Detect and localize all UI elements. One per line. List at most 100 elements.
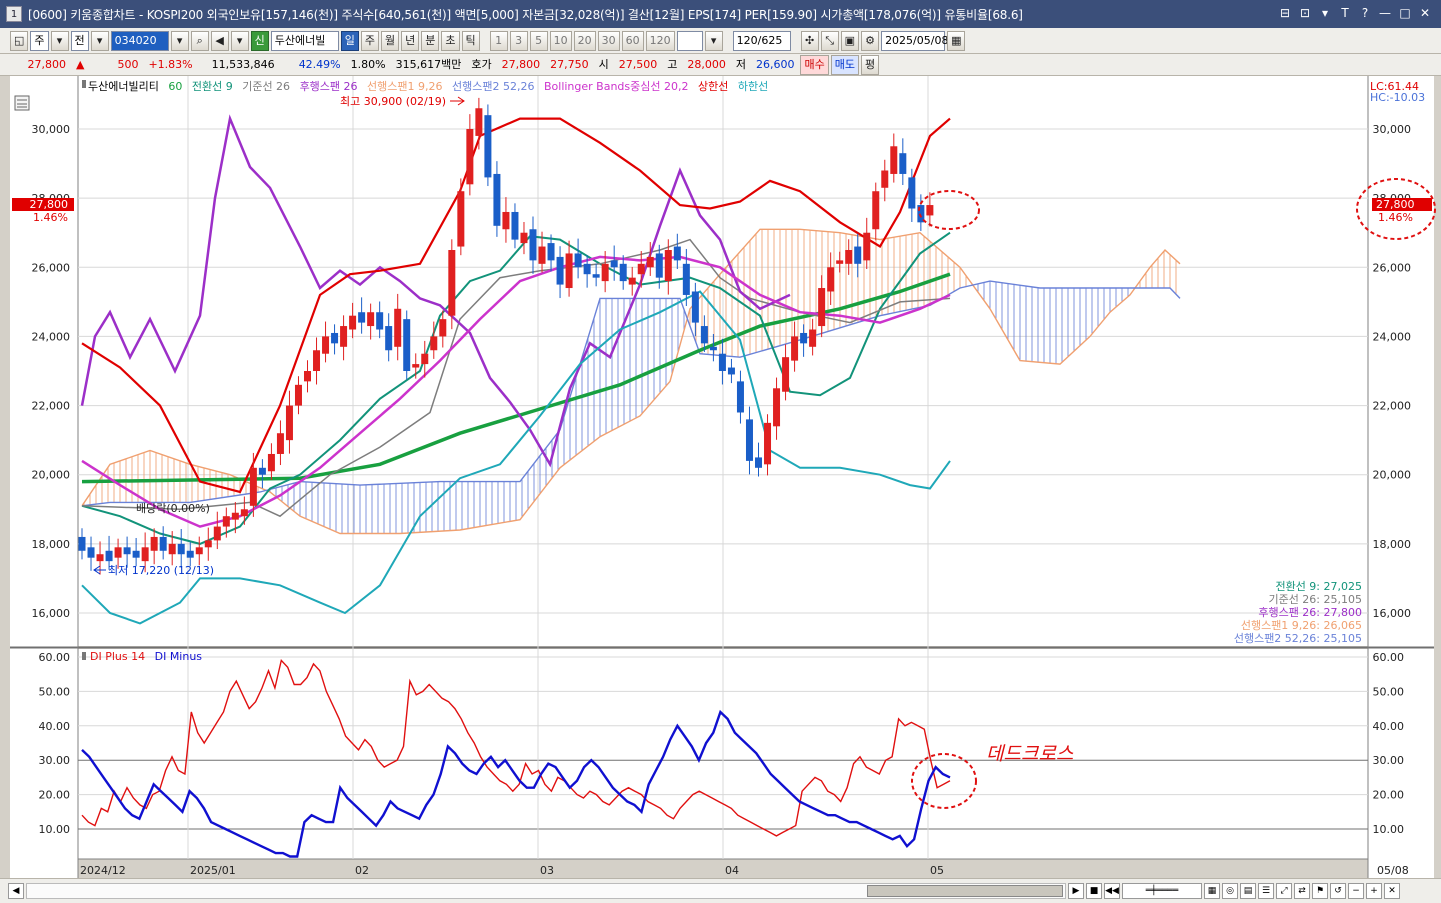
compare-select[interactable]: 전 <box>70 30 89 51</box>
quote-open: 27,500 <box>618 57 658 71</box>
dropdown-icon[interactable]: ▾ <box>1321 6 1329 20</box>
tile-icon[interactable]: ⊡ <box>1299 6 1311 20</box>
avg-button[interactable]: 평 <box>860 54 880 75</box>
close-chart-icon[interactable]: ✕ <box>1384 883 1400 899</box>
list-icon[interactable]: ☰ <box>1258 883 1274 899</box>
candle-up <box>412 364 420 368</box>
price-tick-left: 20,000 <box>32 469 71 482</box>
interval-120[interactable]: 120 <box>645 30 675 51</box>
grid-icon[interactable]: ▦ <box>1204 883 1220 899</box>
candle-down <box>610 260 618 268</box>
di-plus-line <box>81 658 951 837</box>
candle-up <box>141 547 149 562</box>
tab-period-second[interactable]: 초 <box>441 30 460 51</box>
compare-icon[interactable]: ⇄ <box>1294 883 1310 899</box>
buy-button[interactable]: 매수 <box>800 54 829 75</box>
trend-icon[interactable]: ⤢ <box>1276 883 1292 899</box>
chart-canvas[interactable]: 30,00028,00026,00024,00022,00020,00018,0… <box>0 76 1441 878</box>
text-icon[interactable]: T <box>1341 6 1349 20</box>
reset-icon[interactable]: ↺ <box>1330 883 1346 899</box>
stop-icon[interactable]: ■ <box>1086 883 1102 899</box>
tab-period-day[interactable]: 일 <box>340 30 359 51</box>
count-field[interactable]: 120/625 <box>732 30 791 51</box>
layout-icon[interactable]: ⊟ <box>1279 6 1291 20</box>
tab-period-week[interactable]: 주 <box>360 30 380 51</box>
di-tick-right: 20.00 <box>1373 789 1405 802</box>
candle-up <box>195 547 203 555</box>
close-icon[interactable]: ✕ <box>1419 6 1431 20</box>
candle-down <box>908 177 916 209</box>
panel-settings-icon[interactable] <box>14 95 30 111</box>
tab-period-month[interactable]: 월 <box>381 30 400 51</box>
save-icon[interactable]: ▣ <box>840 30 860 51</box>
period-select[interactable]: 주 <box>30 30 49 51</box>
interval-10[interactable]: 10 <box>549 30 572 51</box>
interval-custom-input[interactable] <box>676 30 703 51</box>
code-dropdown-icon[interactable]: ▾ <box>170 30 189 51</box>
ichimoku-cloud <box>83 229 1177 534</box>
candle-up <box>773 388 781 427</box>
candle-down <box>800 332 808 344</box>
candle-down <box>484 115 492 178</box>
zoom-out-icon[interactable]: − <box>1348 883 1364 899</box>
new-badge[interactable]: 신 <box>250 30 269 51</box>
dead-cross-highlight <box>911 753 977 809</box>
interval-1[interactable]: 1 <box>489 30 508 51</box>
interval-60[interactable]: 60 <box>621 30 644 51</box>
calendar-icon[interactable]: ▦ <box>947 30 966 51</box>
date-field[interactable]: 2025/05/08 <box>881 30 948 51</box>
crosshair-icon[interactable]: ✣ <box>800 30 819 51</box>
price-tick-right: 18,000 <box>1373 538 1412 551</box>
hc-readout: HC:-10.03 <box>1370 91 1425 104</box>
chart-type-icon[interactable]: ◱ <box>10 30 29 51</box>
quote-volume: 11,533,846 <box>211 57 275 71</box>
stock-code-input[interactable]: 034020 <box>110 30 169 51</box>
rewind-icon[interactable]: ◀◀ <box>1104 883 1120 899</box>
candle-down <box>385 326 393 351</box>
search-icon[interactable]: ⌕ <box>190 30 209 51</box>
speaker-dropdown-icon[interactable]: ▾ <box>230 30 249 51</box>
interval-30[interactable]: 30 <box>597 30 620 51</box>
zoom-slider[interactable]: ═╪════ <box>1122 883 1202 899</box>
candle-up <box>168 543 176 555</box>
zoom-in-icon[interactable]: + <box>1366 883 1382 899</box>
tab-period-minute[interactable]: 분 <box>421 30 440 51</box>
scrollbar-thumb[interactable] <box>867 885 1063 897</box>
scroll-left-icon[interactable]: ◀ <box>8 883 24 899</box>
price-tick-right: 16,000 <box>1373 607 1412 620</box>
interval-5[interactable]: 5 <box>529 30 548 51</box>
sell-button[interactable]: 매도 <box>830 54 859 75</box>
candle-up <box>96 554 104 562</box>
lc-readout: LC:61.44 <box>1370 80 1419 93</box>
candle-up <box>809 329 817 347</box>
interval-dropdown-icon[interactable]: ▾ <box>704 30 723 51</box>
candle-up <box>340 326 348 347</box>
table-icon[interactable]: ▤ <box>1240 883 1256 899</box>
target-icon[interactable]: ◎ <box>1222 883 1238 899</box>
maximize-icon[interactable]: □ <box>1399 6 1411 20</box>
play-icon[interactable]: ▶ <box>1068 883 1084 899</box>
price-tag-right-pct: 1.46% <box>1378 211 1413 224</box>
signal-icon[interactable]: ⚑ <box>1312 883 1328 899</box>
horizontal-scrollbar[interactable] <box>26 883 1066 899</box>
speaker-icon[interactable]: ◀ <box>210 30 229 51</box>
candle-up <box>475 108 483 136</box>
quote-low-label: 저 <box>735 57 746 71</box>
candle-down <box>493 173 501 226</box>
price-tick-left: 18,000 <box>32 538 71 551</box>
candle-up <box>114 547 122 558</box>
interval-20[interactable]: 20 <box>573 30 596 51</box>
tab-period-tick[interactable]: 틱 <box>461 30 480 51</box>
low-arrow-icon <box>93 565 106 575</box>
help-icon[interactable]: ? <box>1361 6 1369 20</box>
interval-3[interactable]: 3 <box>509 30 528 51</box>
minimize-icon[interactable]: — <box>1379 6 1391 20</box>
drawline-icon[interactable]: ⤡ <box>820 30 839 51</box>
price-tag-left-pct: 1.46% <box>33 211 68 224</box>
gear-icon[interactable]: ⚙ <box>861 30 880 51</box>
tab-period-year[interactable]: 년 <box>401 30 420 51</box>
compare-dropdown-icon[interactable]: ▾ <box>90 30 109 51</box>
candle-down <box>745 419 753 461</box>
candle-up <box>502 211 510 230</box>
period-dropdown-icon[interactable]: ▾ <box>50 30 69 51</box>
